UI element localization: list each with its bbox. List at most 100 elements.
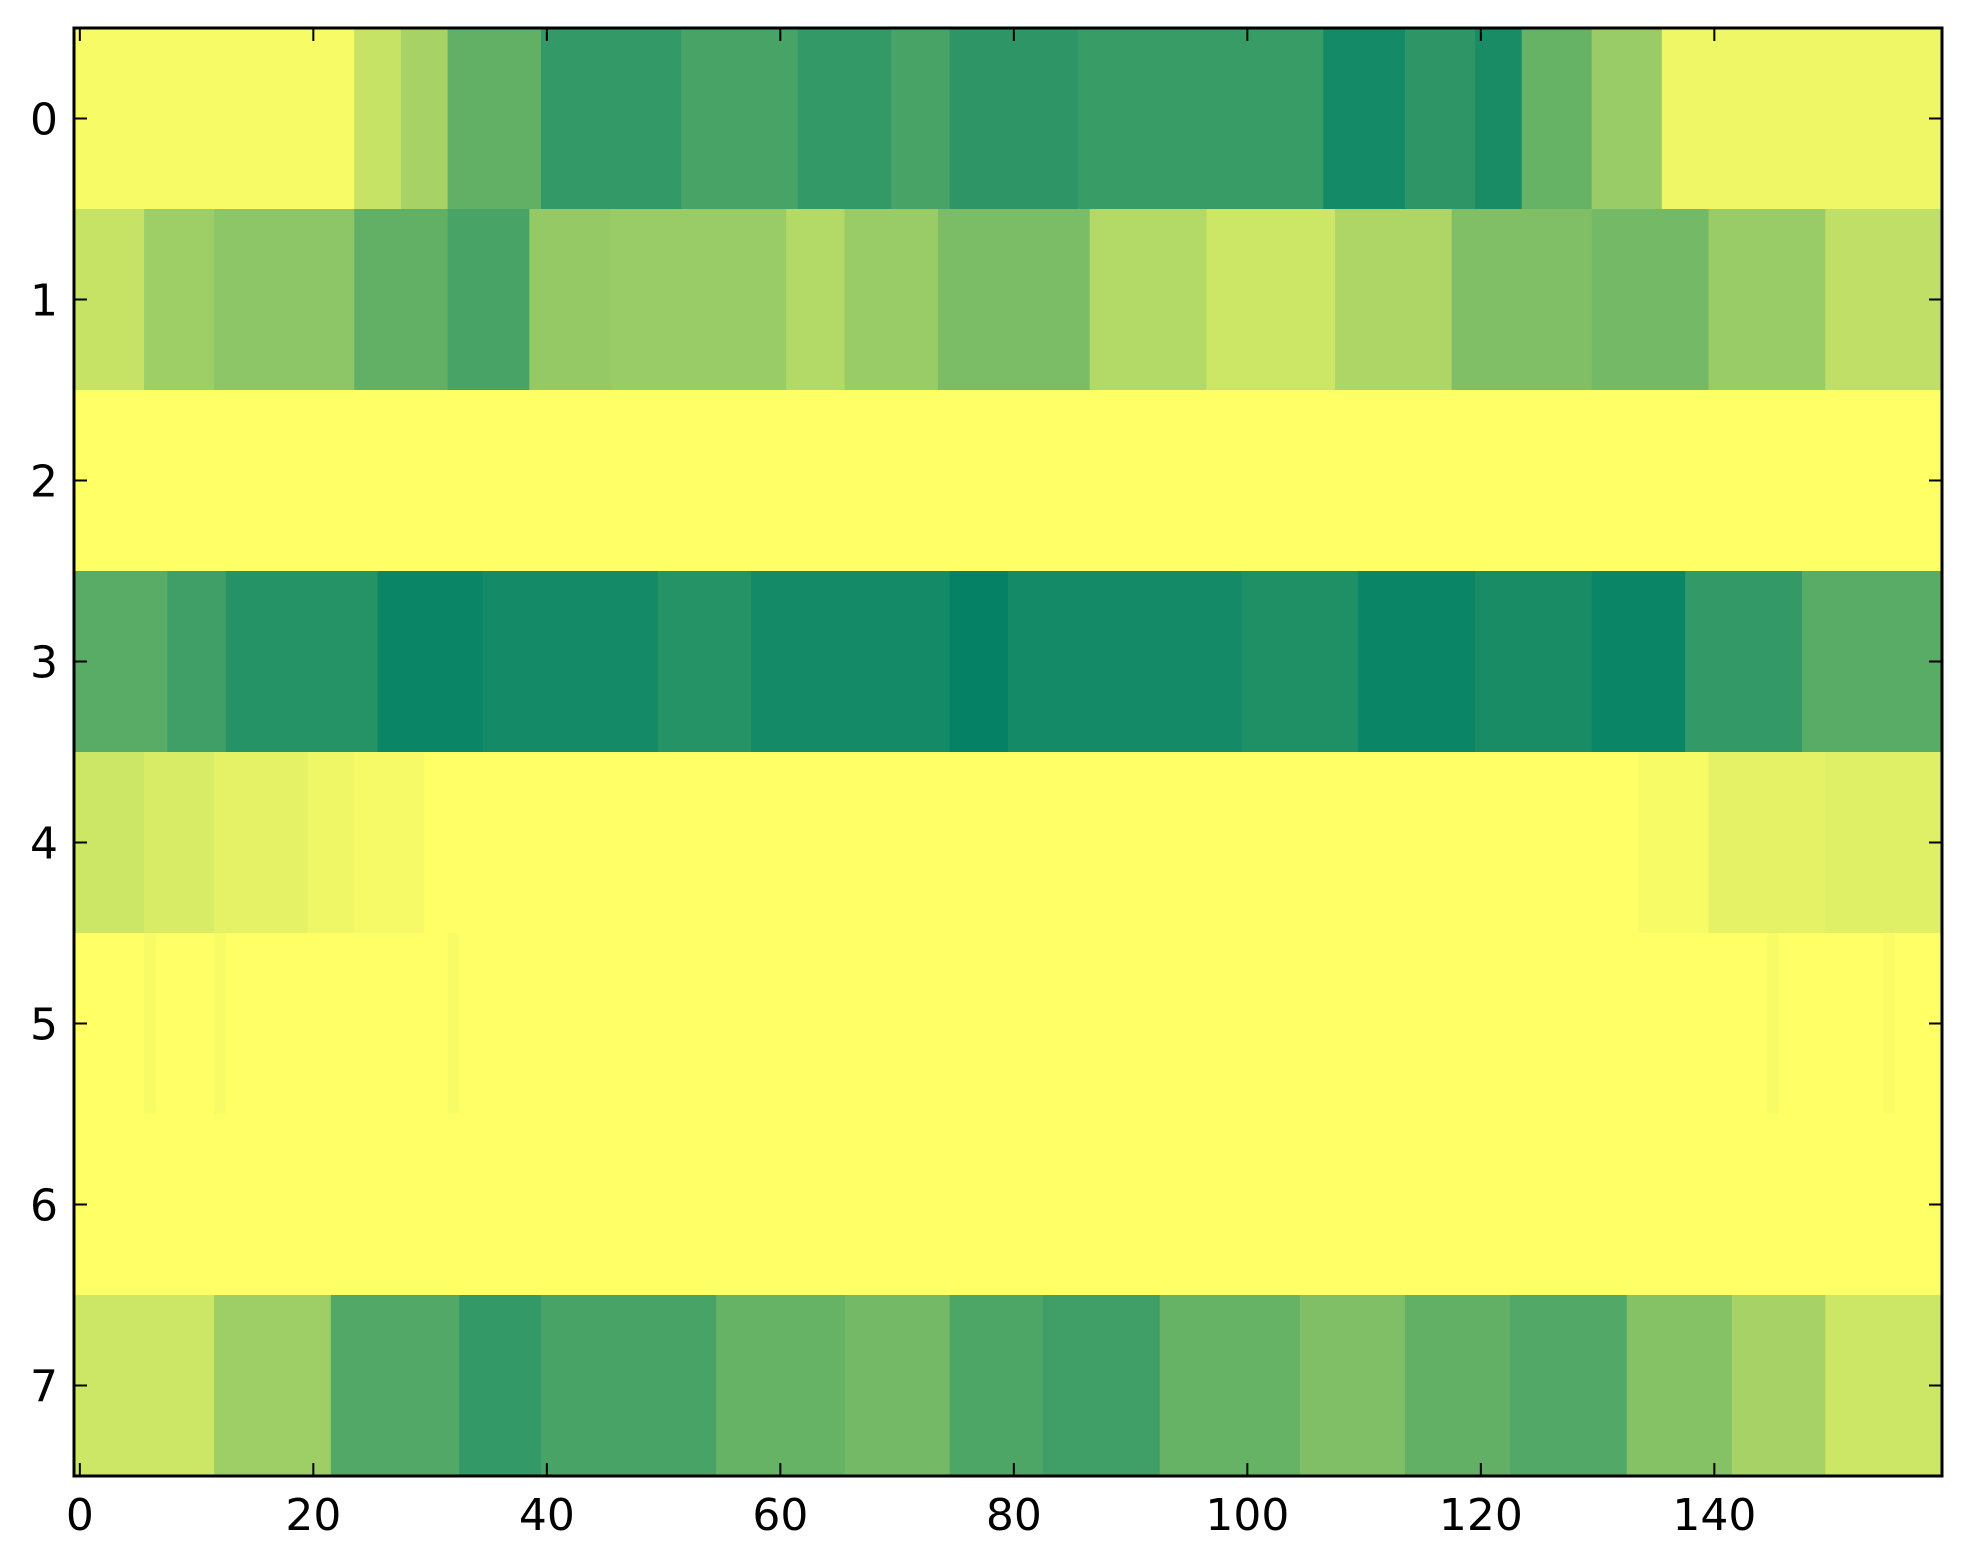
y-tick-label: 2: [30, 457, 58, 508]
heatmap-row-7: [74, 1295, 1943, 1477]
heatmap-cell: [330, 1295, 460, 1477]
heatmap-cell: [74, 1295, 215, 1477]
heatmap-cell: [716, 1295, 846, 1477]
heatmap-cell: [225, 571, 379, 753]
heatmap-cell: [1591, 571, 1686, 753]
heatmap-cell: [214, 209, 355, 391]
heatmap-row-4: [74, 752, 1943, 934]
axis-ticks: [74, 28, 1942, 1476]
heatmap-cell: [1638, 752, 1710, 934]
heatmap-cell: [1825, 1295, 1943, 1477]
heatmap-cell: [144, 752, 215, 934]
heatmap-cell: [1404, 1295, 1511, 1477]
heatmap-cell: [1801, 571, 1943, 753]
y-tick-labels: 0 1 2 3 4 5 6 7: [30, 95, 58, 1413]
heatmap-cell: [611, 209, 787, 391]
heatmap-cell: [681, 28, 799, 210]
y-tick-label: 7: [30, 1362, 58, 1413]
y-tick-label: 0: [30, 95, 58, 146]
heatmap-cell: [377, 571, 484, 753]
y-tick-label: 5: [30, 1000, 58, 1051]
heatmap-cell: [354, 752, 425, 934]
heatmap-cell: [1825, 209, 1943, 391]
heatmap-cell: [1475, 571, 1593, 753]
x-tick-label: 80: [986, 1490, 1042, 1541]
heatmap-row-0: [74, 28, 1943, 210]
heatmap-cell: [949, 1295, 1044, 1477]
heatmap-cell: [1358, 571, 1476, 753]
x-tick-label: 20: [285, 1490, 341, 1541]
heatmap-cell: [1008, 571, 1243, 753]
heatmap-cell: [447, 933, 460, 1115]
heatmap-cell: [541, 1295, 717, 1477]
heatmap-cell: [1708, 752, 1826, 934]
heatmap-cell: [1685, 571, 1803, 753]
x-tick-label: 40: [519, 1490, 575, 1541]
heatmap-cell: [1661, 28, 1943, 210]
heatmap-cell: [225, 933, 449, 1115]
x-tick-label: 0: [66, 1490, 94, 1541]
heatmap-row-6: [74, 1114, 1943, 1296]
y-tick-label: 6: [30, 1181, 58, 1232]
heatmap-cell: [214, 752, 309, 934]
heatmap-cell: [74, 28, 355, 210]
x-tick-label: 140: [1672, 1490, 1756, 1541]
heatmap-cell: [1334, 209, 1453, 391]
heatmap-cell: [751, 571, 951, 753]
heatmap-cell: [1206, 209, 1336, 391]
y-tick-label: 3: [30, 638, 58, 689]
heatmap-row-5: [74, 933, 1943, 1115]
heatmap-cell: [354, 28, 402, 210]
heatmap-cell: [447, 209, 530, 391]
plot-frame: [72, 26, 1944, 1478]
heatmap-cell: [74, 390, 1943, 572]
heatmap-cell: [482, 571, 659, 753]
heatmap-cell: [74, 1114, 1943, 1296]
heatmap-cell: [891, 28, 951, 210]
heatmap-row-2: [74, 390, 1943, 572]
heatmap-cell: [1475, 28, 1523, 210]
heatmap-cell: [1299, 1295, 1406, 1477]
heatmap-cell: [1591, 209, 1710, 391]
heatmap-cell: [424, 752, 1640, 934]
heatmap-cell: [1159, 1295, 1301, 1477]
heatmap-cell: [541, 28, 682, 210]
heatmap-cell: [1708, 209, 1826, 391]
heatmap-cell: [1510, 1295, 1628, 1477]
x-tick-label: 100: [1205, 1490, 1289, 1541]
heatmap-cell: [74, 571, 168, 753]
heatmap-cell: [529, 209, 612, 391]
heatmap-cell: [1883, 933, 1896, 1115]
heatmap-row-3: [74, 571, 1943, 753]
heatmap-cell: [1078, 28, 1324, 210]
heatmap-cell: [155, 933, 215, 1115]
heatmap-cell: [1241, 571, 1359, 753]
heatmap-cell: [167, 571, 227, 753]
heatmap-cell: [307, 752, 355, 934]
heatmap-cell: [1451, 209, 1593, 391]
heatmap-cell: [949, 28, 1079, 210]
heatmap-cell: [459, 1295, 542, 1477]
x-tick-label: 120: [1439, 1490, 1523, 1541]
heatmap-cell: [144, 209, 215, 391]
heatmap-cell: [447, 28, 542, 210]
x-tick-labels: 0 20 40 60 80 100 120 140: [66, 1490, 1756, 1541]
heatmap-cell: [354, 209, 449, 391]
heatmap-cell: [844, 1295, 951, 1477]
heatmap-cell: [144, 933, 157, 1115]
heatmap-row-1: [74, 209, 1943, 391]
heatmap-cell: [1825, 752, 1943, 934]
heatmap-cell: [400, 28, 449, 210]
heatmap-cell: [844, 209, 939, 391]
heatmap-cell: [1089, 209, 1208, 391]
heatmap-cell: [786, 209, 846, 391]
y-tick-label: 4: [30, 819, 58, 870]
heatmap-cell: [1778, 933, 1885, 1115]
y-tick-label: 1: [30, 276, 58, 327]
heatmap-cell: [657, 571, 752, 753]
heatmap-cell: [949, 571, 1009, 753]
heatmap-cell: [1521, 28, 1593, 210]
heatmap-cells: [74, 28, 1943, 1477]
heatmap-cell: [214, 933, 227, 1115]
